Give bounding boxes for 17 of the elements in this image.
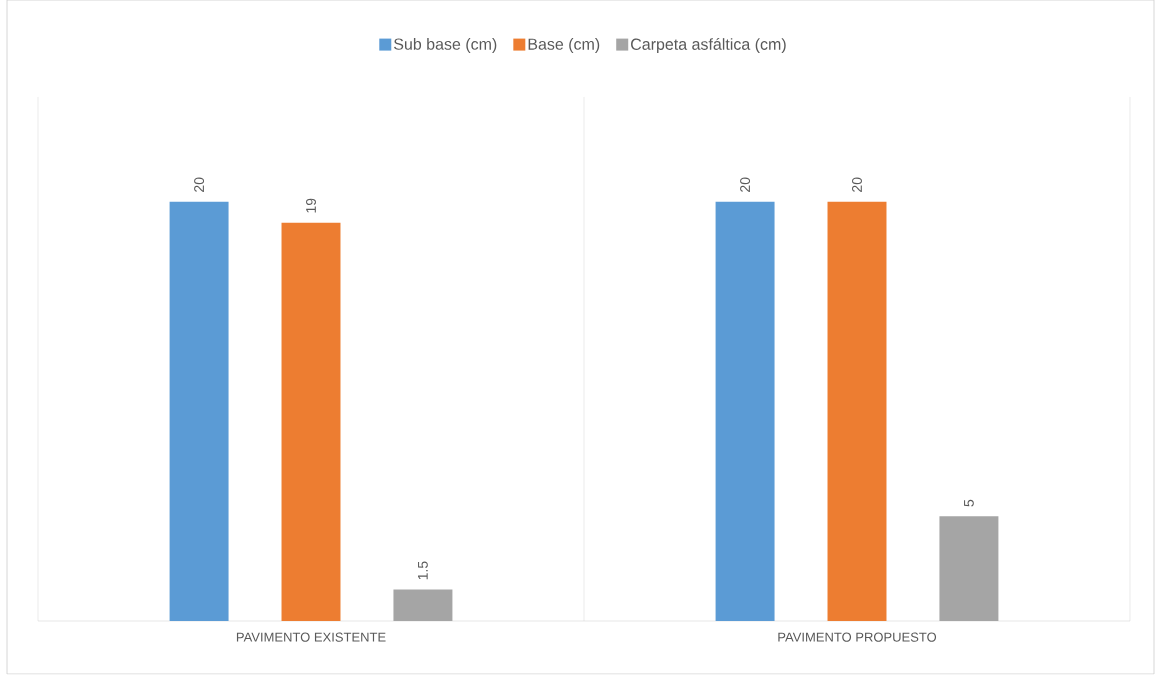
bar [281,222,341,621]
legend-label: Sub base (cm) [394,38,497,53]
bar [393,589,453,621]
legend-label: Carpeta asfáltica (cm) [631,37,786,54]
data-label: 19 [306,198,316,213]
data-label: 5 [964,499,974,507]
bar [169,201,229,621]
data-label: 20 [852,177,862,192]
legend-label: Base (cm) [528,38,600,53]
x-tick-label: PAVIMENTO EXISTENTE [236,632,386,642]
bar [827,201,887,621]
bar [939,516,999,621]
data-label: 1.5 [418,561,428,580]
bar [715,201,775,621]
data-label: 20 [194,177,205,192]
data-label: 20 [740,177,751,192]
x-tick-label: PAVIMENTO PROPUESTO [778,632,937,642]
